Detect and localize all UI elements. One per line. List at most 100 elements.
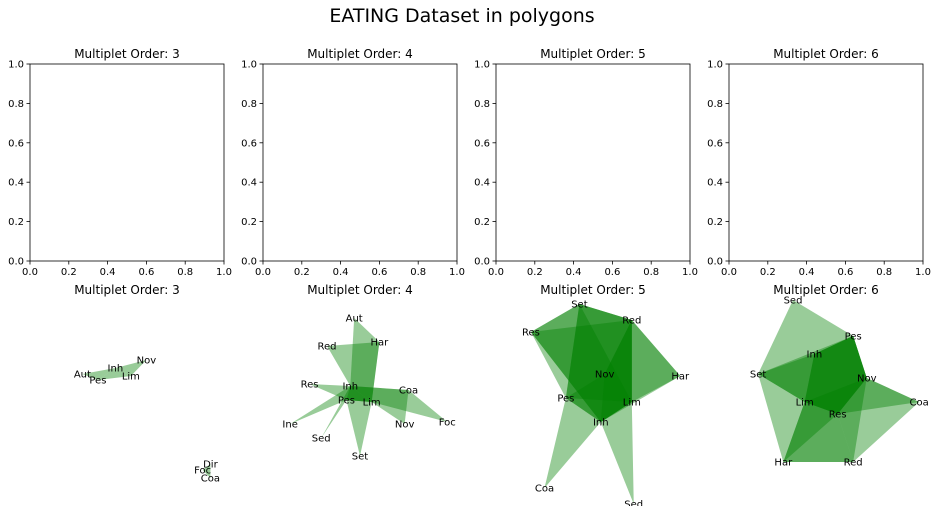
node-label-set: Set <box>750 370 767 381</box>
panel-2-2: Multiplet Order: 4 Aut Har Red Res Inh Coa Pes L… <box>282 283 455 463</box>
node-label-nov: Nov <box>595 370 615 381</box>
x-tick-label: 0.8 <box>177 267 193 278</box>
multiplet-polygon <box>600 320 634 504</box>
node-label-nov: Nov <box>137 356 157 367</box>
y-tick-label: 0.0 <box>8 257 24 268</box>
x-tick-label: 0.0 <box>255 267 271 278</box>
x-tick-label: 0.0 <box>22 267 38 278</box>
multiplet-polygon <box>804 336 920 414</box>
node-label-pes: Pes <box>89 376 106 387</box>
multiplet-polygon <box>346 386 372 456</box>
node-label-lim: Lim <box>122 372 140 383</box>
multiplet-polygon <box>530 304 632 422</box>
panel-1-4: Multiplet Order: 6 0.0 0.2 0.4 0.6 0.8 1.0 0.0 0… <box>707 47 931 278</box>
x-tick-label: 0.8 <box>643 267 659 278</box>
multiplet-polygon <box>290 386 372 424</box>
node-label-foc: Foc <box>439 418 456 429</box>
panel-2-3: Multiplet Order: 5 Set Red Res Har Nov Pes Lim I… <box>522 283 690 506</box>
figure-title: EATING Dataset in polygons <box>329 5 594 27</box>
panel-title: Multiplet Order: 3 <box>74 47 180 61</box>
node-label-dir: Dir <box>203 460 218 471</box>
node-label-ine: Ine <box>282 420 297 431</box>
multiplet-polygon <box>758 336 867 462</box>
x-tick-label: 1.0 <box>216 267 232 278</box>
node-label-sed: Sed <box>784 296 803 307</box>
node-label-res: Res <box>522 328 540 339</box>
x-tick-label: 0.6 <box>837 267 853 278</box>
x-tick-label: 0.8 <box>410 267 426 278</box>
y-tick-label: 0.6 <box>474 138 490 149</box>
node-label-lim: Lim <box>623 398 641 409</box>
multiplet-polygon <box>309 384 372 402</box>
node-label-pes: Pes <box>557 394 574 405</box>
axes-frame <box>262 63 458 262</box>
x-tick-label: 0.6 <box>138 267 154 278</box>
multiplet-polygon <box>544 304 632 488</box>
y-tick-label: 0.0 <box>474 257 490 268</box>
panel-1-2: Multiplet Order: 4 0.0 0.2 0.4 0.6 0.8 1.0 0.0 0… <box>241 47 465 278</box>
y-tick-label: 1.0 <box>474 60 490 71</box>
multiplet-polygon <box>530 320 632 422</box>
panel-title: Multiplet Order: 5 <box>540 283 646 297</box>
y-tick-label: 0.2 <box>474 217 490 228</box>
x-tick-label: 0.6 <box>371 267 387 278</box>
panel-title: Multiplet Order: 3 <box>74 283 180 297</box>
multiplet-polygon <box>321 386 372 438</box>
y-tick-label: 0.8 <box>241 99 257 110</box>
node-label-coa: Coa <box>910 398 929 409</box>
multiplet-polygon <box>350 318 380 402</box>
y-tick-label: 0.2 <box>241 217 257 228</box>
node-label-res: Res <box>301 380 319 391</box>
y-tick-label: 0.4 <box>474 178 490 189</box>
multiplet-polygon <box>350 386 448 422</box>
node-label-red: Red <box>844 458 863 469</box>
axes-frame <box>29 63 225 262</box>
node-label-lim: Lim <box>363 398 381 409</box>
node-label-nov: Nov <box>395 420 415 431</box>
y-tick-label: 0.8 <box>474 99 490 110</box>
node-label-nov: Nov <box>857 374 877 385</box>
y-tick-label: 1.0 <box>8 60 24 71</box>
multiplet-polygon <box>350 386 409 424</box>
node-label-pes: Pes <box>845 332 862 343</box>
multiplet-polygon <box>327 342 380 402</box>
x-tick-label: 0.8 <box>876 267 892 278</box>
node-label-har: Har <box>774 458 793 469</box>
x-tick-label: 1.0 <box>915 267 931 278</box>
multiplet-polygon <box>97 368 131 380</box>
node-label-har: Har <box>671 372 690 383</box>
panel-title: Multiplet Order: 6 <box>773 47 879 61</box>
x-tick-label: 0.0 <box>488 267 504 278</box>
multiplet-polygon <box>565 320 681 422</box>
node-label-inh: Inh <box>108 364 124 375</box>
x-tick-label: 0.2 <box>527 267 543 278</box>
node-label-aut: Aut <box>346 314 363 325</box>
x-tick-label: 1.0 <box>449 267 465 278</box>
node-label-coa: Coa <box>201 474 220 485</box>
y-tick-label: 0.0 <box>241 257 257 268</box>
panel-title: Multiplet Order: 6 <box>773 283 879 297</box>
node-label-sed: Sed <box>624 500 643 506</box>
node-label-aut: Aut <box>74 370 91 381</box>
y-tick-label: 0.4 <box>8 178 24 189</box>
multiplet-polygon <box>758 300 867 414</box>
panel-title: Multiplet Order: 4 <box>307 47 413 61</box>
x-tick-label: 0.4 <box>333 267 349 278</box>
panels: Multiplet Order: 30.0 0.2 0.4 0.6 0.8 1.00.00… <box>8 47 931 506</box>
multiplet-polygon <box>202 464 211 478</box>
y-tick-label: 0.4 <box>241 178 257 189</box>
node-label-set: Set <box>352 452 369 463</box>
node-label-red: Red <box>622 316 641 327</box>
y-tick-label: 0.8 <box>8 99 24 110</box>
node-label-red: Red <box>318 342 337 353</box>
node-label-foc: Foc <box>194 466 211 477</box>
node-label-set: Set <box>571 300 588 311</box>
x-tick-label: 0.2 <box>61 267 77 278</box>
y-tick-label: 0.2 <box>8 217 24 228</box>
y-tick-label: 0.6 <box>707 138 723 149</box>
panel-title: Multiplet Order: 5 <box>540 47 646 61</box>
multiplet-polygon <box>783 336 867 462</box>
multiplet-polygon <box>758 336 867 414</box>
x-tick-label: 0.2 <box>294 267 310 278</box>
